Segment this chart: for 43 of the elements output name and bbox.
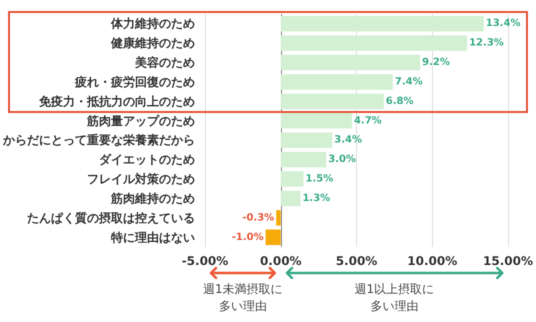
data-label: 13.4% (486, 18, 520, 30)
x-tick-label: 10.00% (407, 254, 458, 268)
y-tick-label: フレイル対策のため (87, 172, 195, 186)
text: 週1以上摂取に多い理由 (354, 281, 436, 315)
bar (276, 210, 281, 226)
data-label: 6.8% (386, 96, 414, 107)
x-tick-label: 15.00% (483, 254, 533, 268)
x-tick-label: -5.00% (182, 254, 228, 268)
y-tick-label: 免疫力・抵抗力の向上のため (38, 94, 195, 108)
y-tick-label: 筋肉維持のため (110, 191, 195, 206)
data-label: 3.0% (328, 154, 356, 166)
bar (266, 230, 281, 246)
data-label: 12.3% (469, 38, 504, 49)
data-label: 3.4% (334, 134, 362, 146)
y-tick-label: 体力維持のため (110, 16, 195, 31)
bar (280, 152, 326, 168)
bar (280, 35, 468, 51)
bar (280, 94, 384, 110)
y-tick-label: たんぱく質の摂取は控えている (27, 210, 195, 225)
y-tick-label: 健康維持のため (110, 36, 195, 50)
y-tick-label: 美容のため (134, 56, 195, 70)
data-label: -1.0% (232, 232, 264, 243)
y-tick-label: 筋肉量アップのため (86, 114, 195, 128)
data-label: 9.2% (422, 57, 450, 68)
data-label: 4.7% (354, 115, 382, 126)
data-label: 7.4% (394, 76, 423, 88)
y-tick-label: ダイエットのため (99, 152, 195, 167)
bar (280, 16, 484, 32)
bar (280, 171, 304, 187)
bar (280, 132, 332, 148)
data-label: 1.3% (302, 192, 330, 204)
bar (280, 190, 300, 206)
data-label: -0.3% (242, 212, 274, 224)
x-tick-label: 5.00% (336, 254, 378, 268)
x-tick-label: 0.00% (260, 254, 302, 268)
bar (280, 54, 420, 70)
bar (280, 113, 352, 129)
bar (280, 74, 393, 90)
text: 週1未満摂取に多い理由 (202, 281, 284, 315)
y-tick-label: 疲れ・疲労回復のため (74, 74, 195, 89)
y-tick-label: 特に理由はない (110, 230, 195, 244)
y-tick-label: からだにとって重要な栄養素だから (2, 133, 195, 148)
data-label: 1.5% (305, 174, 334, 185)
